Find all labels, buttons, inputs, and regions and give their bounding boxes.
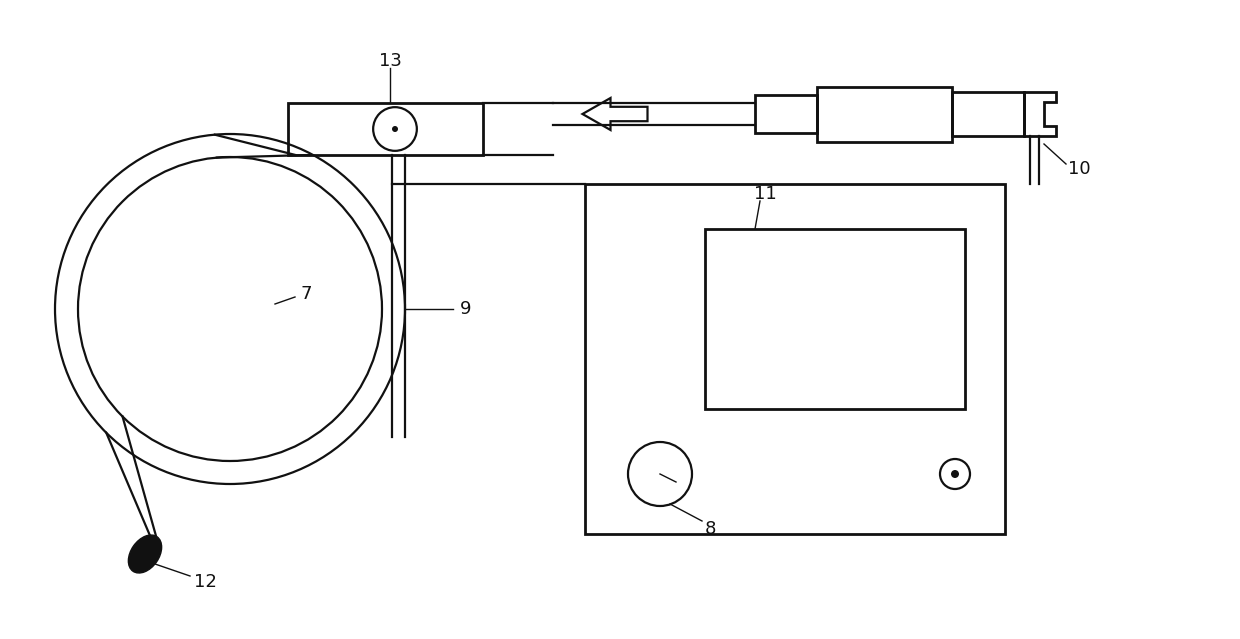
Text: 9: 9	[460, 300, 471, 318]
Text: 10: 10	[1068, 160, 1091, 178]
Ellipse shape	[129, 535, 161, 573]
Text: 12: 12	[193, 573, 217, 591]
Bar	[288, 103, 482, 155]
Bar	[706, 229, 965, 409]
Text: 7: 7	[300, 285, 311, 303]
Bar	[817, 86, 952, 141]
Circle shape	[951, 470, 959, 478]
Bar	[952, 92, 1024, 136]
Text: 8: 8	[704, 520, 715, 538]
Circle shape	[392, 126, 398, 132]
Text: 11: 11	[754, 185, 776, 203]
Bar	[755, 95, 817, 133]
Text: 13: 13	[378, 52, 402, 70]
Bar	[585, 184, 1004, 534]
